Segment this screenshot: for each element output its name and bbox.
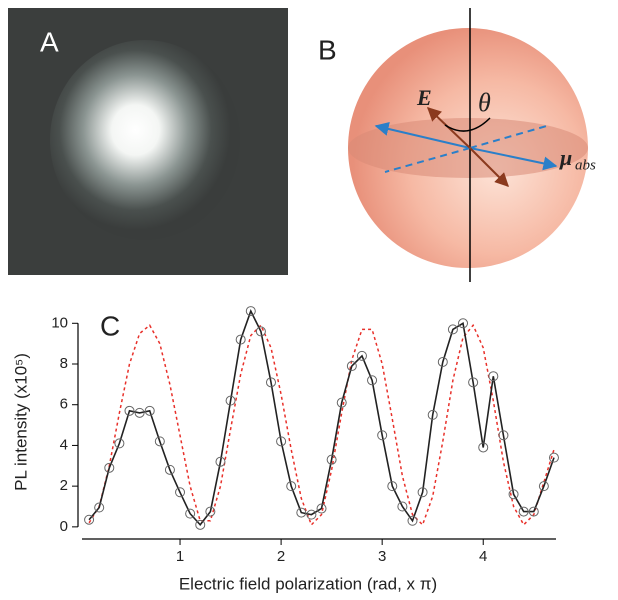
y-tick-label: 8 (60, 355, 68, 372)
data-point (134, 407, 145, 418)
data-point (397, 501, 408, 512)
mu-subscript: abs (575, 157, 596, 173)
data-point (144, 405, 155, 416)
e-arrow (469, 147, 509, 187)
data-point (235, 334, 246, 345)
data-point (175, 487, 186, 498)
y-tick-label: 6 (60, 396, 68, 413)
data-point (94, 502, 105, 513)
data-point (447, 324, 458, 335)
data-point (427, 409, 438, 420)
data-point (538, 481, 549, 492)
data-point (276, 436, 287, 447)
data-point (367, 375, 378, 386)
data-point (356, 350, 367, 361)
data-point (185, 508, 196, 519)
mu-label: μ⃗ (559, 145, 589, 170)
data-point (265, 377, 276, 388)
data-point (296, 507, 307, 518)
series-line (88, 309, 555, 527)
angle-arc (444, 117, 491, 132)
data-point (468, 377, 479, 388)
series-line (88, 323, 555, 527)
dashed-projection (384, 147, 471, 173)
x-tick-label: 4 (479, 548, 487, 565)
data-point (84, 514, 95, 525)
data-point (548, 452, 559, 463)
data-point (316, 503, 327, 514)
data-point (488, 371, 499, 382)
x-axis-title: Electric field polarization (rad, x π) (179, 574, 437, 593)
data-point (498, 430, 509, 441)
data-point (225, 395, 236, 406)
data-point (124, 405, 135, 416)
emission-spot (50, 40, 240, 240)
data-point (346, 361, 357, 372)
y-tick-label: 0 (60, 518, 68, 535)
panel-label: B (318, 34, 337, 65)
y-tick-label: 10 (51, 314, 68, 331)
data-point (104, 462, 115, 473)
data-point (458, 318, 469, 329)
panel-label: C (100, 310, 120, 341)
data-point (478, 442, 489, 453)
data-point (205, 506, 216, 517)
y-axis-title: PL intensity (x10⁵) (11, 353, 30, 491)
data-point (377, 430, 388, 441)
data-point (508, 489, 519, 500)
data-point (407, 515, 418, 526)
x-tick-label: 3 (378, 548, 386, 565)
data-point (286, 481, 297, 492)
data-point (245, 306, 256, 317)
panel-a: A (8, 8, 288, 275)
dashed-projection (469, 124, 551, 149)
data-point (255, 326, 266, 337)
data-point (437, 356, 448, 367)
mu-arrow (374, 122, 471, 149)
y-tick-label: 4 (60, 436, 68, 453)
panel-b: B E⃗ θ μ⃗ abs (318, 8, 596, 282)
theta-label: θ (478, 88, 491, 117)
data-point (528, 506, 539, 517)
data-point (114, 438, 125, 449)
data-point (215, 456, 226, 467)
data-point (387, 481, 398, 492)
e-label: E⃗ (416, 85, 449, 110)
panel-label: A (40, 26, 59, 57)
data-point (518, 506, 529, 517)
y-tick-label: 2 (60, 477, 68, 494)
data-point (306, 509, 317, 520)
data-point (195, 519, 206, 530)
panel-c: C Electric field polarization (rad, x π)… (11, 306, 559, 593)
data-point (164, 464, 175, 475)
x-tick-label: 1 (176, 548, 184, 565)
data-point (336, 397, 347, 408)
data-point (417, 487, 428, 498)
data-point (326, 454, 337, 465)
mu-arrow (469, 147, 558, 171)
data-point (154, 436, 165, 447)
x-tick-label: 2 (277, 548, 285, 565)
